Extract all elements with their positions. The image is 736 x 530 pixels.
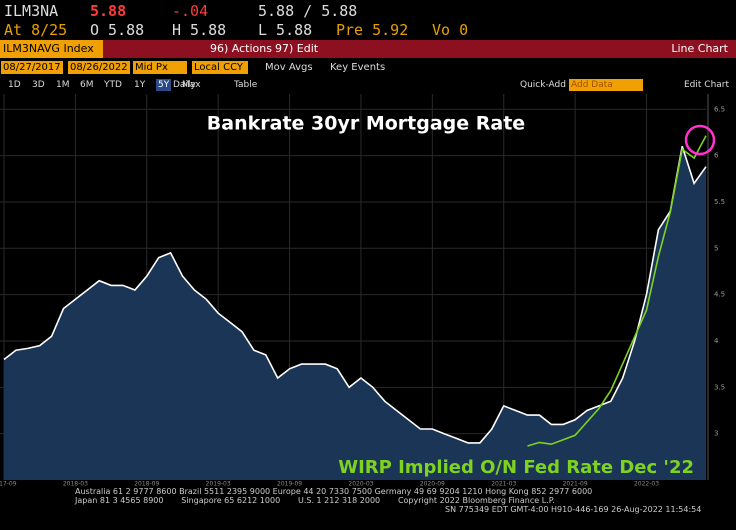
pre: Pre 5.92 (336, 21, 409, 39)
price-field[interactable]: Mid Px (133, 61, 187, 74)
series-line (527, 135, 707, 447)
footer-line: Australia 61 2 9777 8600 Brazil 5511 239… (75, 487, 593, 496)
add-data[interactable]: Add Data (569, 79, 643, 91)
mov-avgs[interactable]: Mov Avgs (265, 62, 313, 73)
low: L 5.88 (258, 21, 313, 39)
highlight-circle (684, 124, 716, 156)
security[interactable]: ILM3NAVG Index (0, 40, 103, 58)
currency[interactable]: Local CCY (192, 61, 248, 74)
x-tick-label: 2021-09 (563, 481, 588, 488)
x-tick-label: 2018-09 (134, 481, 159, 488)
open: O 5.88 (90, 21, 145, 39)
high: H 5.88 (172, 21, 227, 39)
view-name: Line Chart (671, 42, 728, 55)
quick-add[interactable]: Quick-Add (520, 80, 566, 90)
y-tick-label: 3 (714, 430, 718, 438)
quote-header: ILM3NA 5.88 -.04 5.88 ∕ 5.88 At 8/25 O 5… (0, 0, 736, 40)
footer-line: SN 775349 EDT GMT-4:00 H910-446-169 26-A… (445, 505, 702, 514)
area (4, 146, 706, 481)
period-button[interactable]: YTD (104, 80, 122, 90)
y-tick-label: 5.5 (714, 198, 725, 206)
edit-menu[interactable]: 97) Edit (275, 42, 319, 55)
at: At 8/25 (4, 21, 68, 39)
y-tick-label: 4.5 (714, 291, 725, 299)
period-button[interactable]: 1Y (134, 80, 146, 90)
start-date[interactable]: 08/27/2017 (1, 61, 63, 74)
x-tick-label: 2019-03 (206, 481, 231, 488)
x-tick-label: 2019-09 (277, 481, 302, 488)
x-tick-label: 2022-03 (634, 481, 659, 488)
chart: 3 3.5 4 4.5 5 5.5 6 6.5 2017-09 2018-03 2018-09 201… (0, 94, 736, 488)
edit-chart[interactable]: Edit Chart (684, 80, 730, 90)
period-button[interactable]: 1D (8, 80, 21, 90)
x-tick-label: 2020-09 (420, 481, 445, 488)
x-tick-label: 2021-03 (491, 481, 516, 488)
y-tick-label: 5 (714, 244, 718, 252)
x-tick-label: 2020-03 (348, 481, 373, 488)
period-button[interactable]: Max (182, 80, 201, 90)
last: 5.88 (90, 2, 127, 20)
end-date[interactable]: 08/26/2022 (68, 61, 130, 74)
y-tick-label: 4 (714, 337, 719, 345)
table-button[interactable]: Table (234, 80, 258, 90)
x-tick-label: 2018-03 (63, 481, 88, 488)
ticker: ILM3NA (4, 2, 59, 20)
command-bar: ILM3NAVG Index 96) Actions 97) Edit Line… (0, 40, 736, 58)
period-button[interactable]: 3D (32, 80, 45, 90)
period-button[interactable]: 5Y (156, 79, 172, 91)
y-tick-label: 6 (714, 152, 719, 160)
frequency[interactable]: Daily (173, 80, 196, 90)
period-button[interactable]: 1M (56, 80, 70, 90)
settings-bar: 08/27/2017 08/26/2022 Mid Px Local CCY M… (0, 60, 736, 77)
y-tick-label: 3.5 (714, 383, 725, 391)
period-button[interactable]: 6M (80, 80, 94, 90)
footer-line: Japan 81 3 4565 8900 Singapore 65 6212 1… (75, 496, 555, 505)
x-tick-label: 2017-09 (0, 481, 17, 488)
annotation: WIRP Implied O/N Fed Rate Dec '22 (338, 457, 694, 478)
series-line (3, 146, 707, 444)
actions-menu[interactable]: 96) Actions (210, 42, 272, 55)
key-events[interactable]: Key Events (330, 62, 386, 73)
annotation: Bankrate 30yr Mortgage Rate (207, 113, 525, 135)
bid-ask: 5.88 ∕ 5.88 (258, 2, 358, 20)
footer: Australia 61 2 9777 8600 Brazil 5511 239… (0, 487, 736, 530)
change: -.04 (172, 2, 209, 20)
y-tick-label: 6.5 (714, 105, 725, 113)
period-bar: Daily Table Quick-Add Add Data Edit Char… (0, 78, 736, 94)
volume: Vo 0 (432, 21, 469, 39)
